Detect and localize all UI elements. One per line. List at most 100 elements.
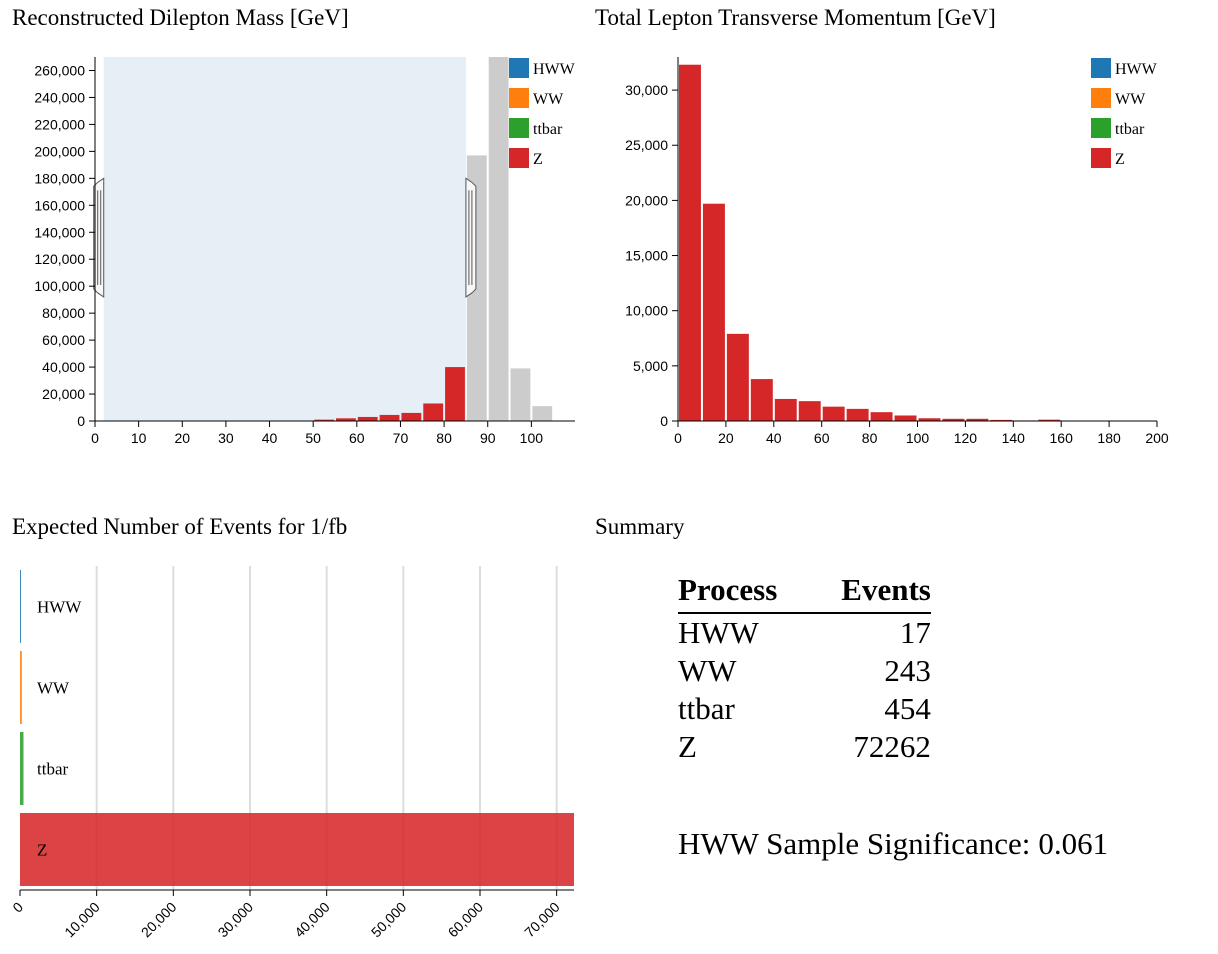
event-bar-label: HWW xyxy=(37,598,82,617)
summary-title: Summary xyxy=(595,514,685,539)
x-tick-label: 50 xyxy=(305,430,321,446)
x-tick-label: 70 xyxy=(393,430,409,446)
x-tick-label: 40,000 xyxy=(291,899,333,941)
event-bar-z xyxy=(20,813,574,886)
brush-handle-left[interactable] xyxy=(93,177,105,298)
table-row: HWW 17 xyxy=(678,613,931,652)
x-tick-label: 80 xyxy=(862,430,878,446)
table-row: Z 72262 xyxy=(678,728,931,766)
significance-value: 0.061 xyxy=(1038,826,1109,861)
histogram-bar xyxy=(822,406,845,421)
legend-swatch-ttbar xyxy=(1091,118,1111,138)
x-tick-label: 40 xyxy=(262,430,278,446)
legend-swatch-hww xyxy=(509,58,529,78)
y-tick-label: 10,000 xyxy=(625,303,668,319)
mass-chart-title: Reconstructed Dilepton Mass [GeV] xyxy=(12,5,349,30)
legend-label-hww: HWW xyxy=(533,61,576,78)
x-tick-label: 200 xyxy=(1145,430,1169,446)
histogram-bar xyxy=(894,415,917,421)
x-tick-label: 0 xyxy=(674,430,682,446)
y-tick-label: 80,000 xyxy=(42,305,85,321)
event-bar-label: ttbar xyxy=(37,760,68,779)
summary-header-events: Events xyxy=(777,572,931,614)
x-tick-label: 20,000 xyxy=(138,899,180,941)
y-tick-label: 240,000 xyxy=(34,89,85,105)
event-bar-ww xyxy=(20,651,22,724)
x-tick-label: 100 xyxy=(906,430,930,446)
y-tick-label: 15,000 xyxy=(625,248,668,264)
y-tick-label: 220,000 xyxy=(34,116,85,132)
y-tick-label: 100,000 xyxy=(34,278,85,294)
y-tick-label: 30,000 xyxy=(625,82,668,98)
y-tick-label: 160,000 xyxy=(34,197,85,213)
y-tick-label: 200,000 xyxy=(34,143,85,159)
summary-process-cell: WW xyxy=(678,653,737,688)
histogram-bar xyxy=(774,398,797,421)
legend-label-ttbar: ttbar xyxy=(1115,121,1145,138)
x-tick-label: 60 xyxy=(349,430,365,446)
legend-label-hww: HWW xyxy=(1115,61,1158,78)
legend-swatch-ww xyxy=(1091,88,1111,108)
legend-label-z: Z xyxy=(533,151,543,168)
x-tick-label: 180 xyxy=(1097,430,1121,446)
legend-label-ttbar: ttbar xyxy=(533,121,563,138)
table-row: WW 243 xyxy=(678,652,931,690)
histogram-bar xyxy=(918,418,941,421)
x-tick-label: 30 xyxy=(218,430,234,446)
y-tick-label: 20,000 xyxy=(42,386,85,402)
summary-events-cell: 243 xyxy=(884,653,931,688)
legend-label-ww: WW xyxy=(533,91,564,108)
histogram-bar xyxy=(750,379,773,421)
summary-table: Process Events HWW 17 WW 243 ttbar 454 Z… xyxy=(678,572,931,766)
summary-events-cell: 454 xyxy=(884,691,931,726)
histogram-bar xyxy=(423,403,444,421)
summary-table-container: Process Events HWW 17 WW 243 ttbar 454 Z… xyxy=(678,572,931,766)
x-tick-label: 30,000 xyxy=(215,899,257,941)
summary-header-process: Process xyxy=(678,572,778,614)
summary-process-cell: HWW xyxy=(678,615,759,650)
y-tick-label: 60,000 xyxy=(42,332,85,348)
histogram-bar xyxy=(726,333,749,421)
brush-handle-right[interactable] xyxy=(465,177,477,298)
legend-label-ww: WW xyxy=(1115,91,1146,108)
histogram-bar xyxy=(488,57,509,421)
event-bar-label: Z xyxy=(37,841,47,860)
legend-swatch-z xyxy=(509,148,529,168)
x-tick-label: 0 xyxy=(9,899,26,916)
y-tick-label: 180,000 xyxy=(34,170,85,186)
x-tick-label: 60,000 xyxy=(445,899,487,941)
x-tick-label: 20 xyxy=(718,430,734,446)
histogram-bar xyxy=(1038,419,1061,421)
legend-swatch-hww xyxy=(1091,58,1111,78)
histogram-bar xyxy=(990,419,1013,421)
histogram-bar xyxy=(870,412,893,421)
summary-events-cell: 17 xyxy=(899,615,931,650)
y-tick-label: 0 xyxy=(77,413,85,429)
summary-process-cell: ttbar xyxy=(678,691,735,726)
summary-process-cell: Z xyxy=(678,729,697,764)
x-tick-label: 60 xyxy=(814,430,830,446)
event-bar-hww xyxy=(20,570,21,643)
x-tick-label: 40 xyxy=(766,430,782,446)
histogram-bar xyxy=(966,418,989,421)
legend-swatch-z xyxy=(1091,148,1111,168)
x-tick-label: 50,000 xyxy=(368,899,410,941)
y-tick-label: 20,000 xyxy=(625,192,668,208)
histogram-bar xyxy=(846,408,869,421)
summary-header-row: Process Events xyxy=(678,572,931,614)
x-tick-label: 0 xyxy=(91,430,99,446)
significance-label: HWW Sample Significance: xyxy=(678,826,1031,861)
histogram-bar xyxy=(314,419,334,421)
x-tick-label: 80 xyxy=(436,430,452,446)
x-tick-label: 120 xyxy=(954,430,978,446)
events-chart-title: Expected Number of Events for 1/fb xyxy=(12,514,348,539)
mass-histogram[interactable]: 0 20,000 40,000 60,000 80,000 100,000 120,000 1… xyxy=(0,0,600,470)
y-tick-label: 25,000 xyxy=(625,137,668,153)
x-tick-label: 70,000 xyxy=(521,899,563,941)
x-tick-label: 100 xyxy=(520,430,544,446)
x-tick-label: 10,000 xyxy=(61,899,103,941)
y-tick-label: 260,000 xyxy=(34,62,85,78)
histogram-bar xyxy=(510,368,531,421)
histogram-bar xyxy=(445,367,465,421)
histogram-bar xyxy=(942,418,965,421)
